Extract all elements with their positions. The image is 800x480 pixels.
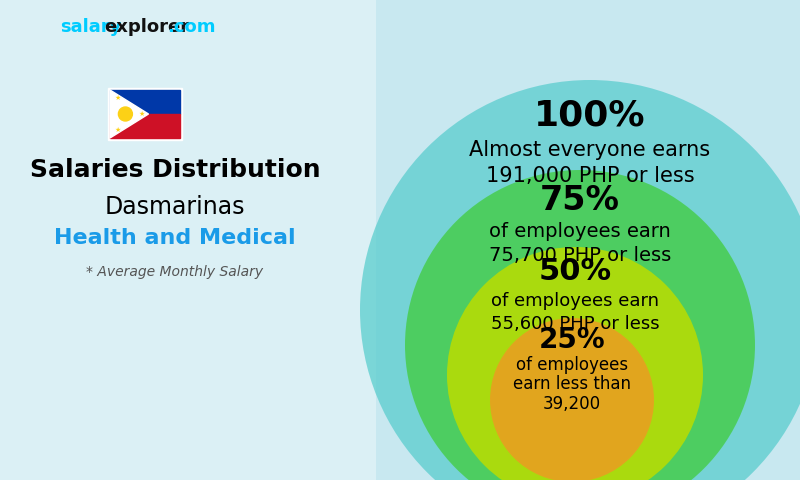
Text: 100%: 100% bbox=[534, 98, 646, 132]
Circle shape bbox=[447, 247, 703, 480]
Bar bbox=[110, 114, 180, 138]
Text: Salaries Distribution: Salaries Distribution bbox=[30, 158, 320, 182]
Text: Health and Medical: Health and Medical bbox=[54, 228, 296, 248]
Bar bbox=[108, 88, 182, 140]
Text: of employees: of employees bbox=[516, 356, 628, 374]
Bar bbox=[110, 90, 180, 114]
Text: .com: .com bbox=[167, 18, 215, 36]
Text: salary: salary bbox=[60, 18, 122, 36]
Text: 39,200: 39,200 bbox=[543, 395, 601, 413]
Text: earn less than: earn less than bbox=[513, 375, 631, 394]
Text: 75,700 PHP or less: 75,700 PHP or less bbox=[489, 246, 671, 265]
Circle shape bbox=[118, 107, 133, 121]
Circle shape bbox=[405, 170, 755, 480]
Text: ★: ★ bbox=[115, 95, 121, 101]
Text: 191,000 PHP or less: 191,000 PHP or less bbox=[486, 166, 694, 185]
Text: 50%: 50% bbox=[538, 257, 611, 286]
Text: ★: ★ bbox=[115, 127, 121, 133]
Text: of employees earn: of employees earn bbox=[491, 292, 659, 311]
Polygon shape bbox=[110, 90, 149, 138]
Text: * Average Monthly Salary: * Average Monthly Salary bbox=[86, 265, 263, 279]
Text: 25%: 25% bbox=[538, 326, 606, 354]
Circle shape bbox=[490, 318, 654, 480]
Text: 55,600 PHP or less: 55,600 PHP or less bbox=[490, 314, 659, 333]
Text: 75%: 75% bbox=[540, 184, 620, 217]
FancyBboxPatch shape bbox=[0, 0, 376, 480]
Text: explorer: explorer bbox=[104, 18, 189, 36]
Text: ★: ★ bbox=[138, 111, 145, 117]
Text: of employees earn: of employees earn bbox=[489, 222, 671, 241]
Text: Almost everyone earns: Almost everyone earns bbox=[470, 140, 710, 160]
Text: Dasmarinas: Dasmarinas bbox=[105, 195, 246, 219]
Circle shape bbox=[360, 80, 800, 480]
